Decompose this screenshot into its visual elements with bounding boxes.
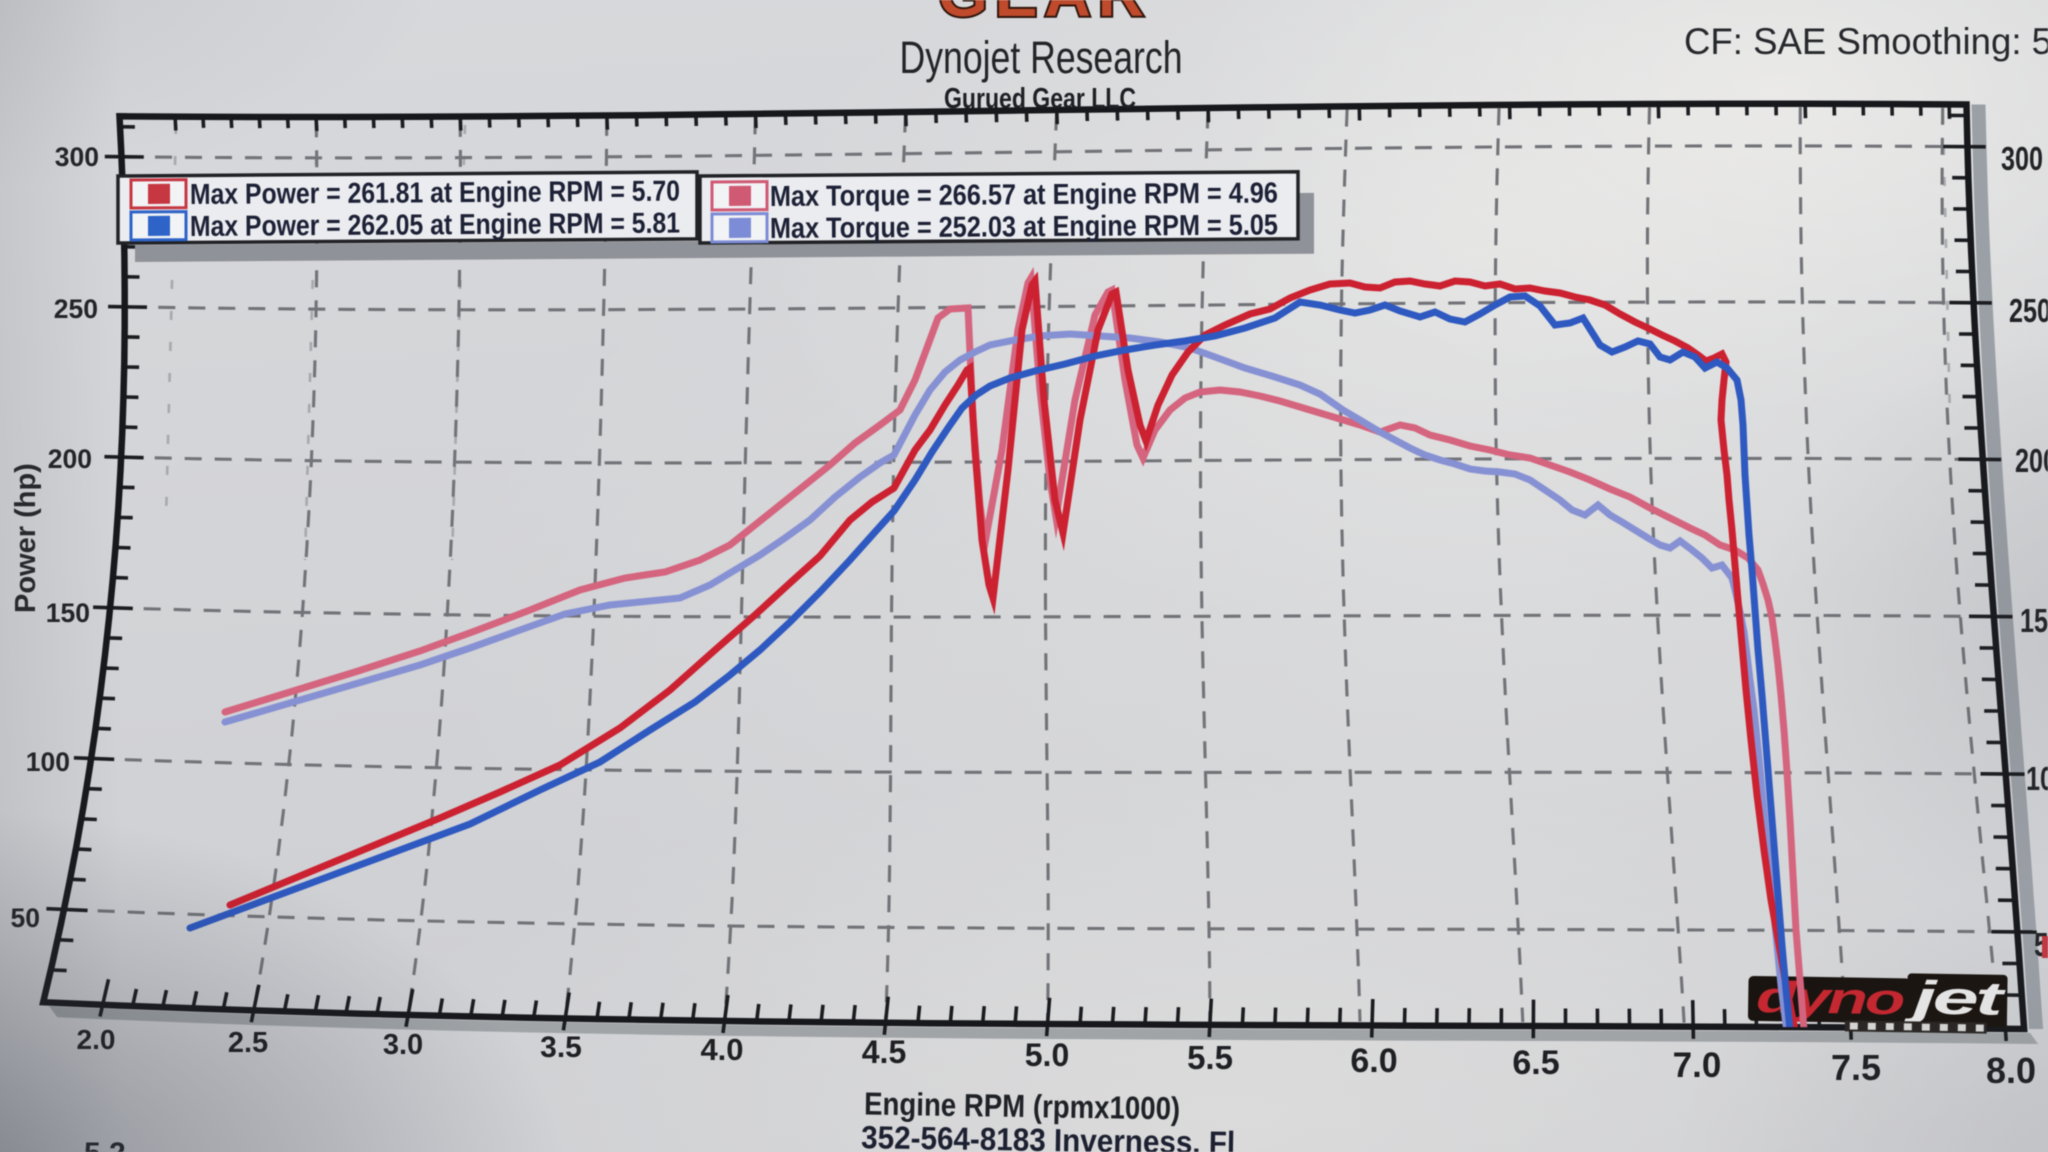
svg-text:3.0: 3.0 [383,1029,423,1061]
svg-text:150: 150 [46,598,90,628]
svg-text:2.0: 2.0 [77,1024,116,1055]
svg-text:4.0: 4.0 [700,1032,743,1067]
svg-text:Dynojet Research: Dynojet Research [900,32,1183,83]
svg-text:100: 100 [26,747,70,777]
svg-text:Max Power = 261.81 at Engine R: Max Power = 261.81 at Engine RPM = 5.70 [190,176,680,211]
svg-text:Max Torque = 252.03 at Engine: Max Torque = 252.03 at Engine RPM = 5.05 [770,209,1278,245]
svg-text:6.5: 6.5 [1512,1044,1559,1082]
svg-text:Engine RPM (rpmx1000): Engine RPM (rpmx1000) [864,1086,1181,1127]
svg-text:150: 150 [2020,602,2048,639]
svg-text:GEAR: GEAR [938,0,1151,30]
svg-text:3.5: 3.5 [540,1031,582,1064]
svg-text:300: 300 [55,142,99,172]
svg-text:CF: SAE Smoothing: 5: CF: SAE Smoothing: 5 [1684,21,2048,62]
svg-text:352-564-8183 Inverness, Fl: 352-564-8183 Inverness, Fl [861,1119,1236,1152]
svg-text:7.5: 7.5 [1831,1047,1881,1088]
svg-text:50: 50 [11,903,40,933]
svg-text:jet: jet [1902,970,2007,1025]
svg-text:Max Torque = 266.57 at Engine: Max Torque = 266.57 at Engine RPM = 4.96 [770,177,1278,213]
svg-text:250: 250 [2009,292,2048,329]
svg-text:250: 250 [54,294,98,324]
svg-text:Max Power = 262.05 at Engine R: Max Power = 262.05 at Engine RPM = 5.81 [190,208,680,243]
svg-text:5.0: 5.0 [1025,1037,1069,1073]
svg-text:200: 200 [48,444,92,474]
svg-text:100: 100 [2026,760,2048,797]
svg-text:5.5: 5.5 [1187,1039,1233,1076]
svg-text:8.0: 8.0 [1986,1050,2036,1091]
svg-text:4.5: 4.5 [862,1034,906,1070]
svg-text:200: 200 [2015,442,2048,479]
svg-text:2.5: 2.5 [228,1027,268,1059]
svg-text:Power (hp): Power (hp) [10,463,42,613]
svg-text:6.0: 6.0 [1350,1042,1397,1080]
svg-text:7.0: 7.0 [1673,1046,1722,1085]
svg-text:Gurued Gear LLC: Gurued Gear LLC [944,83,1136,115]
svg-text:300: 300 [2001,140,2043,177]
svg-text:5.2: 5.2 [84,1137,126,1152]
